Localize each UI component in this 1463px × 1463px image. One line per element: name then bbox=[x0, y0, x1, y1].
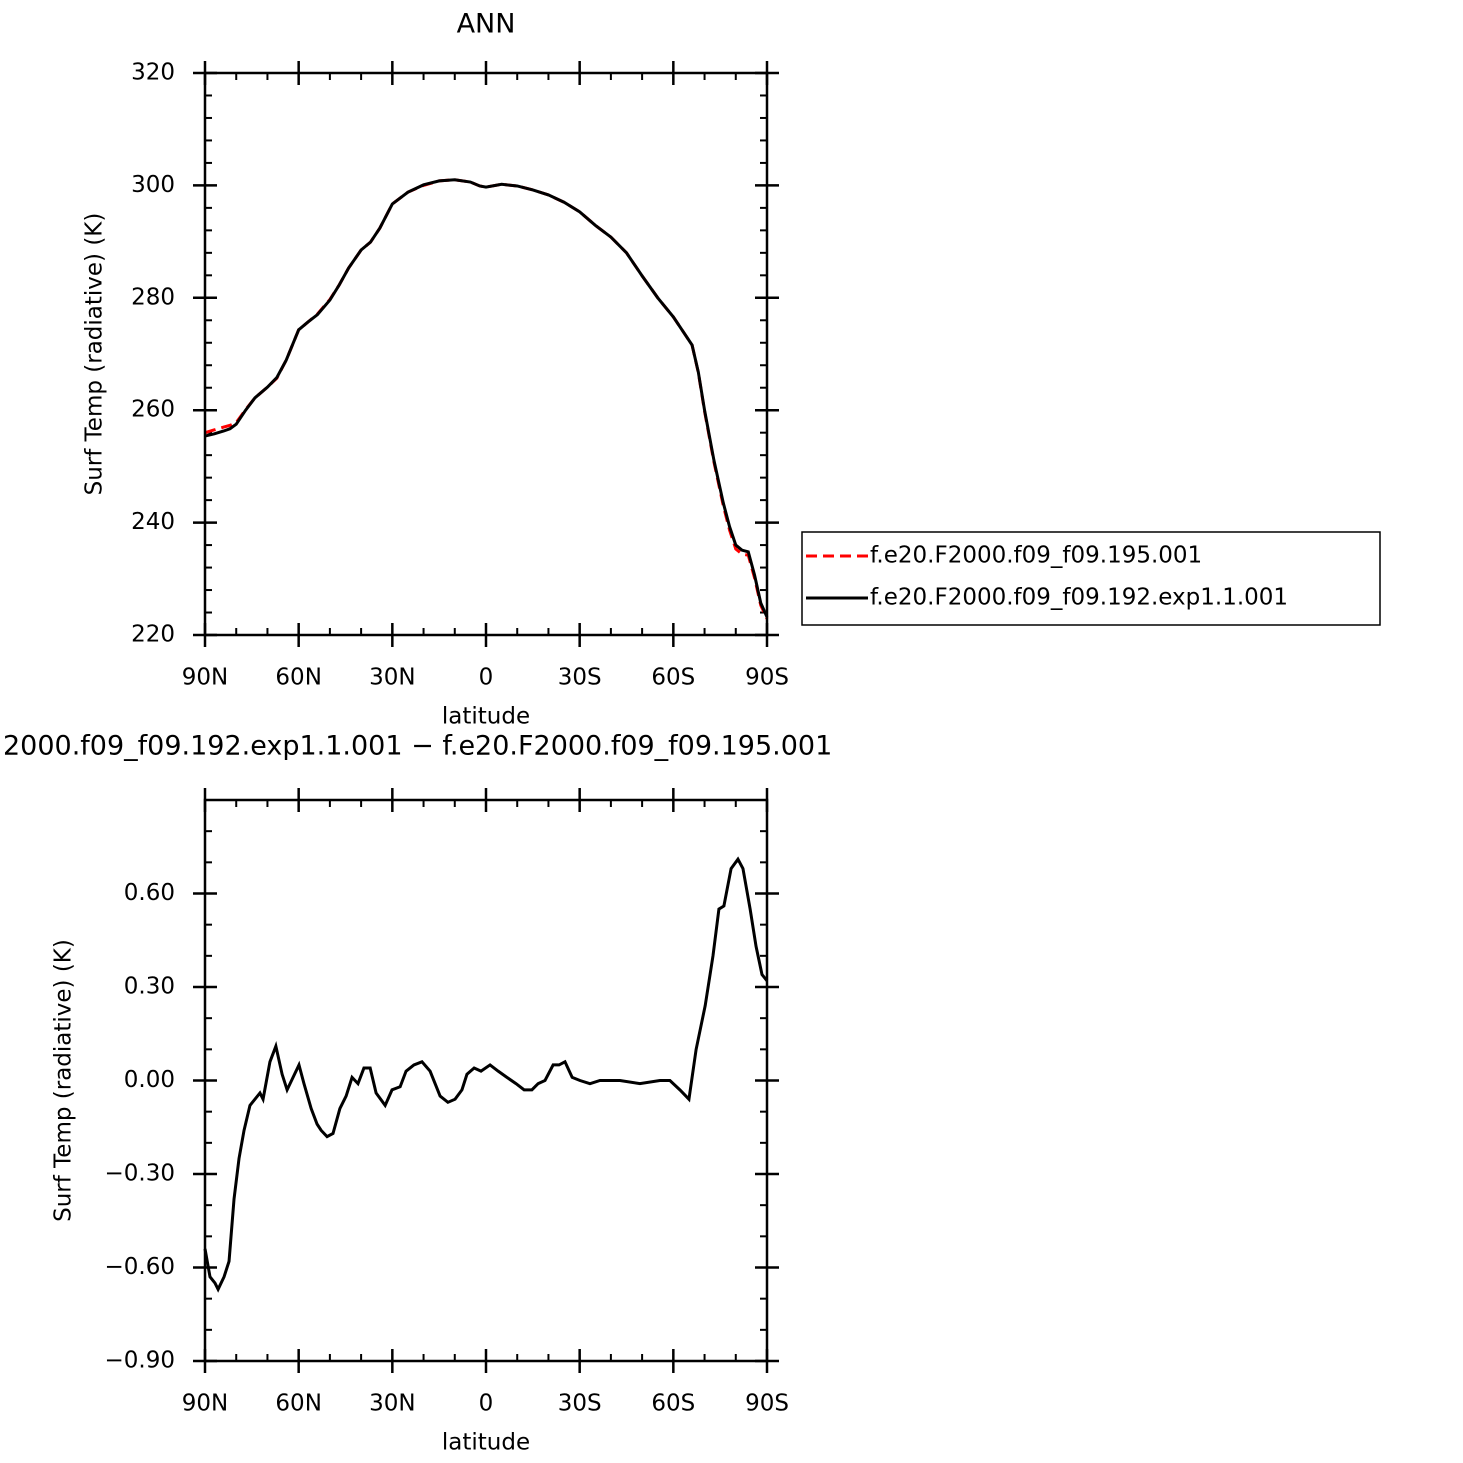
y-tick-label: 260 bbox=[131, 397, 175, 423]
y-tick-label: 320 bbox=[131, 60, 175, 86]
x-tick-label: 60S bbox=[651, 665, 695, 691]
x-tick-label: 30S bbox=[558, 665, 602, 691]
legend-box bbox=[801, 531, 1381, 626]
plot-frame bbox=[203, 798, 769, 1363]
x-tick-label: 90S bbox=[745, 665, 789, 691]
x-axis-label: latitude bbox=[442, 1430, 530, 1456]
y-tick-label: 280 bbox=[131, 284, 175, 310]
x-tick-label: 90S bbox=[745, 1391, 789, 1417]
x-tick-label: 90N bbox=[182, 665, 228, 691]
data-line bbox=[204, 178, 769, 618]
x-tick-label: 60N bbox=[275, 1391, 321, 1417]
chart-title: ANN bbox=[457, 9, 516, 40]
data-line bbox=[203, 856, 769, 1293]
x-tick-label: 0 bbox=[479, 665, 494, 691]
plot-frame bbox=[203, 71, 769, 637]
x-tick-label: 30S bbox=[558, 1391, 602, 1417]
x-tick-label: 60N bbox=[275, 665, 321, 691]
x-tick-label: 0 bbox=[479, 1391, 494, 1417]
y-tick-label: 220 bbox=[131, 622, 175, 648]
y-tick-label: −0.90 bbox=[105, 1348, 175, 1374]
data-line bbox=[204, 178, 769, 620]
x-tick-label: 30N bbox=[369, 665, 415, 691]
chart-title: 2000.f09_f09.192.exp1.1.001 − f.e20.F200… bbox=[3, 731, 832, 762]
x-tick-label: 30N bbox=[369, 1391, 415, 1417]
legend-label: f.e20.F2000.f09_f09.195.001 bbox=[870, 543, 1202, 569]
y-tick-label: 0.00 bbox=[124, 1067, 175, 1093]
y-tick-label: −0.60 bbox=[105, 1254, 175, 1280]
y-tick-label: −0.30 bbox=[105, 1161, 175, 1187]
x-tick-label: 90N bbox=[182, 1391, 228, 1417]
y-tick-label: 240 bbox=[131, 509, 175, 535]
legend-label: f.e20.F2000.f09_f09.192.exp1.1.001 bbox=[870, 585, 1288, 611]
x-axis-label: latitude bbox=[442, 704, 530, 730]
y-tick-label: 0.60 bbox=[124, 880, 175, 906]
y-tick-label: 0.30 bbox=[124, 974, 175, 1000]
y-axis-label: Surf Temp (radiative) (K) bbox=[51, 939, 77, 1222]
y-axis-label: Surf Temp (radiative) (K) bbox=[82, 213, 108, 496]
x-tick-label: 60S bbox=[651, 1391, 695, 1417]
y-tick-label: 300 bbox=[131, 172, 175, 198]
